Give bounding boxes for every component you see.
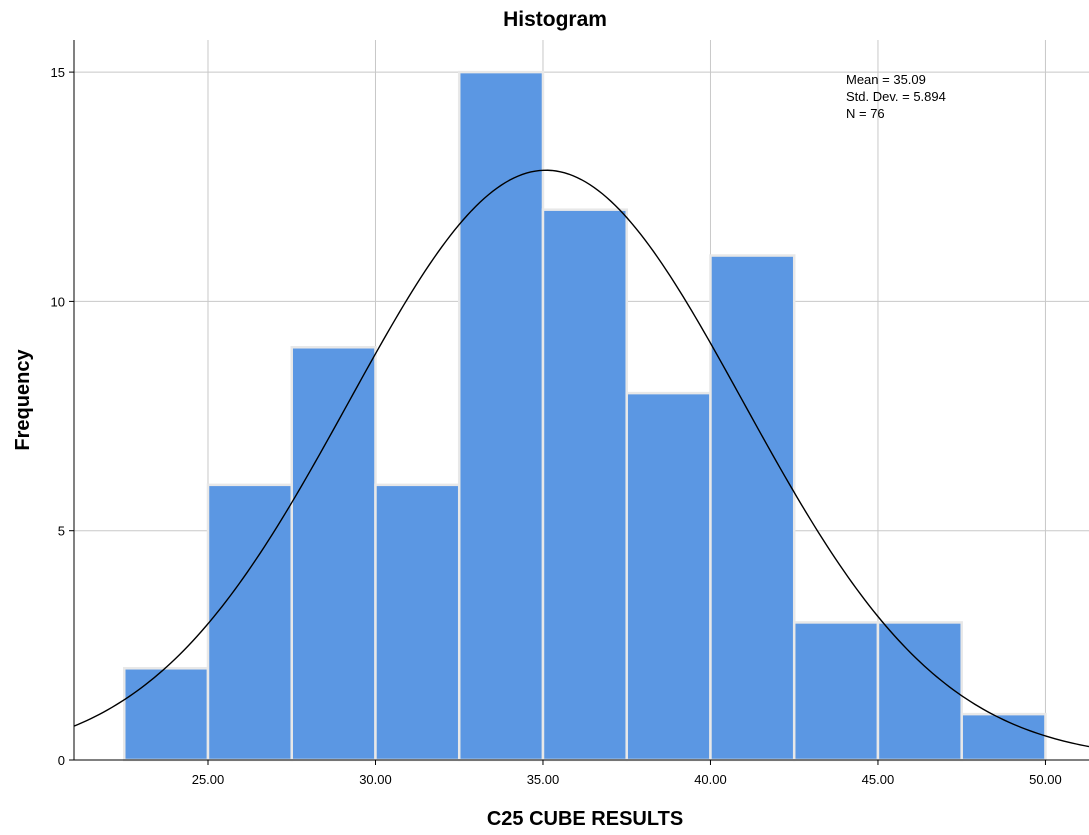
y-tick-label: 10 <box>51 294 65 309</box>
histogram-bar <box>122 667 210 762</box>
y-tick-label: 5 <box>58 524 65 539</box>
y-tick-label: 0 <box>58 753 65 768</box>
histogram-bar <box>541 208 628 762</box>
histogram-bar <box>206 483 293 762</box>
histogram-bar <box>876 621 963 762</box>
stats-mean: Mean = 35.09 <box>846 72 926 87</box>
y-axis-label: Frequency <box>12 349 34 451</box>
y-tick-label: 15 <box>51 65 65 80</box>
histogram-bar <box>792 621 880 762</box>
histogram-bar <box>374 483 461 762</box>
histogram-bars <box>122 70 1047 762</box>
histogram-bar <box>457 70 545 762</box>
x-tick-labels: 25.00 30.00 35.00 40.00 45.00 50.00 <box>192 772 1062 787</box>
stats-std-dev: Std. Dev. = 5.894 <box>846 89 946 104</box>
y-tick-labels: 0 5 10 15 <box>51 65 65 768</box>
normal-distribution-curve <box>73 169 1089 748</box>
stats-n: N = 76 <box>846 106 885 121</box>
x-tick-label: 45.00 <box>862 772 895 787</box>
axes <box>69 40 1089 765</box>
histogram-bar <box>960 712 1047 762</box>
x-tick-label: 40.00 <box>694 772 727 787</box>
x-tick-label: 30.00 <box>359 772 392 787</box>
histogram-bar <box>290 346 377 762</box>
chart-title: Histogram <box>503 8 607 31</box>
histogram-bar <box>625 391 712 762</box>
x-axis-label: C25 CUBE RESULTS <box>487 808 683 830</box>
histogram-bar <box>709 254 796 762</box>
x-tick-label: 25.00 <box>192 772 225 787</box>
stats-box: Mean = 35.09 Std. Dev. = 5.894 N = 76 <box>846 72 946 121</box>
x-tick-label: 50.00 <box>1029 772 1062 787</box>
x-tick-label: 35.00 <box>527 772 560 787</box>
